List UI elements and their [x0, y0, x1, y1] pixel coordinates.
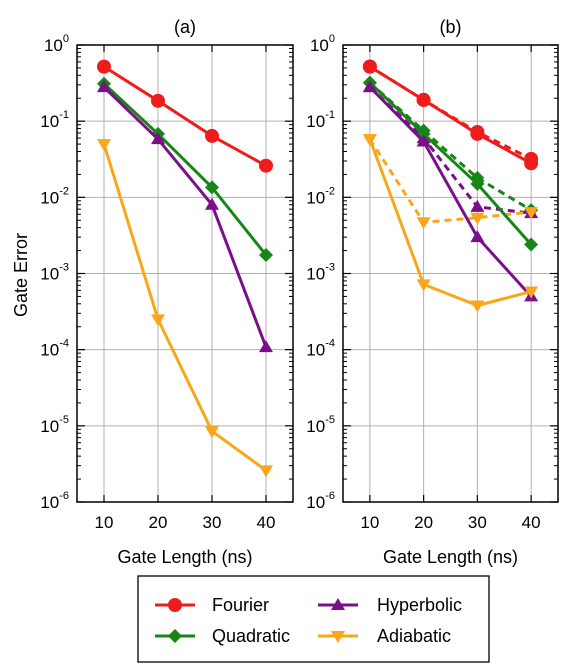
legend-label: Quadratic — [212, 626, 290, 646]
series-line-fourier-solid — [369, 65, 532, 165]
data-point-adiabatic-solid — [97, 139, 111, 152]
panel-b: 10-6 10-5 10-4 10-3 10-2 10-1 100 10 20 30 40 (b) Ga… — [306, 17, 559, 567]
y-tick-label: 10-3 — [40, 262, 69, 284]
data-point-adiabatic-dashed — [416, 217, 431, 230]
legend-item-quadratic: Quadratic — [155, 626, 290, 646]
y-tick-label: 10-4 — [40, 338, 69, 360]
data-point-adiabatic-solid — [362, 134, 377, 147]
series-line-adiabatic-dashed — [368, 138, 532, 224]
data-point-hyperbolic-solid — [470, 230, 485, 243]
y-axis-label: Gate Error — [11, 233, 31, 317]
data-point-fourier-solid — [151, 93, 165, 108]
x-tick-label: 30 — [203, 513, 222, 532]
grid — [343, 44, 558, 503]
grid — [77, 44, 293, 503]
data-point-adiabatic-solid — [205, 426, 219, 439]
data-point-fourier-solid — [362, 59, 377, 74]
data-point-fourier-solid — [205, 128, 219, 143]
data-point-hyperbolic-solid — [362, 80, 377, 93]
data-point-adiabatic-dashed — [470, 212, 485, 225]
series-group — [362, 59, 539, 313]
data-point-fourier-solid — [416, 92, 431, 107]
series-group — [97, 59, 273, 478]
legend-label: Fourier — [212, 595, 269, 615]
x-tick-label: 10 — [360, 513, 379, 532]
series-line-hyperbolic-solid — [102, 86, 268, 348]
legend-frame — [137, 575, 490, 663]
y-tick-label: 100 — [310, 33, 335, 55]
panel-title: (b) — [440, 17, 462, 37]
legend-item-hyperbolic: Hyperbolic — [318, 595, 462, 615]
data-point-quadratic-solid — [205, 180, 219, 195]
plot-frame — [76, 44, 294, 503]
y-tick-label: 10-3 — [306, 262, 335, 284]
panel-title: (a) — [174, 17, 196, 37]
series-line-quadratic-solid — [368, 81, 533, 246]
legend-label: Hyperbolic — [377, 595, 462, 615]
series-line-adiabatic-solid — [368, 138, 532, 308]
data-point-hyperbolic-solid — [205, 197, 219, 210]
data-point-adiabatic-dashed — [524, 207, 539, 220]
data-point-hyperbolic-solid — [151, 132, 165, 145]
y-tick-label: 10-5 — [306, 414, 335, 436]
data-point-fourier-solid — [259, 158, 273, 173]
legend-item-fourier: Fourier — [155, 595, 269, 615]
data-point-hyperbolic-solid — [97, 80, 111, 93]
y-tick-label: 10-4 — [306, 338, 335, 360]
y-tick-label: 10-1 — [306, 109, 335, 131]
y-tick-label: 10-2 — [306, 185, 335, 207]
y-tick-label: 100 — [44, 33, 69, 55]
legend-marker — [331, 631, 345, 643]
data-point-hyperbolic-solid — [416, 134, 431, 147]
x-tick-label: 30 — [468, 513, 487, 532]
data-point-hyperbolic-solid — [259, 340, 273, 353]
y-tick-label: 10-6 — [40, 490, 69, 512]
x-tick-label: 20 — [414, 513, 433, 532]
x-tick-label: 20 — [149, 513, 168, 532]
legend-item-adiabatic: Adiabatic — [318, 626, 451, 646]
panel-a: 10-6 10-5 10-4 10-3 10-2 10-1 100 10 20 30 40 (a) Ga… — [40, 17, 294, 567]
legend: Fourier Quadratic Hyperbolic Adiabatic — [137, 575, 490, 663]
x-tick-label: 40 — [257, 513, 276, 532]
plot-frame — [342, 44, 559, 503]
y-tick-label: 10-2 — [40, 185, 69, 207]
data-point-fourier-solid — [470, 126, 485, 141]
legend-marker — [168, 629, 182, 643]
legend-marker — [168, 598, 182, 612]
data-point-hyperbolic-dashed — [470, 199, 485, 212]
x-axis-label: Gate Length (ns) — [383, 547, 518, 567]
y-tick-label: 10-1 — [40, 109, 69, 131]
legend-marker — [331, 598, 345, 610]
series-line-quadratic-solid — [102, 82, 268, 256]
data-point-quadratic-solid — [470, 176, 485, 191]
series-line-hyperbolic-solid — [368, 86, 533, 298]
x-tick-label: 10 — [95, 513, 114, 532]
x-axis-label: Gate Length (ns) — [117, 547, 252, 567]
data-point-adiabatic-solid — [259, 465, 273, 478]
x-tick-label: 40 — [522, 513, 541, 532]
data-point-adiabatic-solid — [416, 279, 431, 292]
y-tick-label: 10-6 — [306, 490, 335, 512]
data-point-adiabatic-solid — [470, 300, 485, 313]
data-point-fourier-solid — [97, 59, 111, 74]
data-point-adiabatic-solid — [524, 286, 539, 299]
data-point-quadratic-solid — [259, 247, 273, 262]
y-tick-label: 10-5 — [40, 414, 69, 436]
data-point-quadratic-solid — [524, 237, 539, 252]
data-point-fourier-solid — [524, 156, 539, 171]
series-line-fourier-solid — [103, 65, 267, 168]
series-line-adiabatic-solid — [102, 143, 267, 472]
data-point-adiabatic-solid — [151, 314, 165, 327]
legend-label: Adiabatic — [377, 626, 451, 646]
